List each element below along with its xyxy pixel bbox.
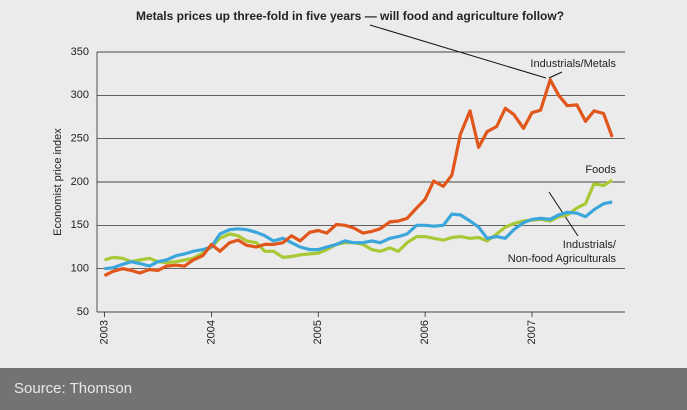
annotation: Foods [585,164,616,176]
x-tick-label: 2004 [205,320,217,344]
background [0,0,687,368]
y-tick-label: 250 [71,133,89,145]
x-tick-label: 2007 [526,320,538,344]
annotation-line [548,71,563,79]
annotation: Industrials/ [563,239,617,251]
y-tick-label: 350 [71,46,89,58]
y-axis-label: Economist price index [52,128,64,236]
y-tick-label: 50 [77,306,89,318]
chart-title: Metals prices up three-fold in five year… [136,9,564,23]
source: Source: Thomson [14,380,132,397]
x-tick-label: 2003 [98,320,110,344]
y-tick-label: 200 [71,176,89,188]
y-tick-label: 300 [71,89,89,101]
line-series [103,78,614,278]
annotation-line [369,24,547,79]
x-tick-label: 2006 [419,320,431,344]
y-tick-label: 150 [71,219,89,231]
footer-bar [0,368,687,410]
line-series [104,200,613,271]
annotation: Non-food Agriculturals [508,253,617,265]
annotation: Industrials/Metals [530,58,616,70]
y-tick-label: 100 [71,263,89,275]
x-tick-label: 2005 [312,320,324,344]
